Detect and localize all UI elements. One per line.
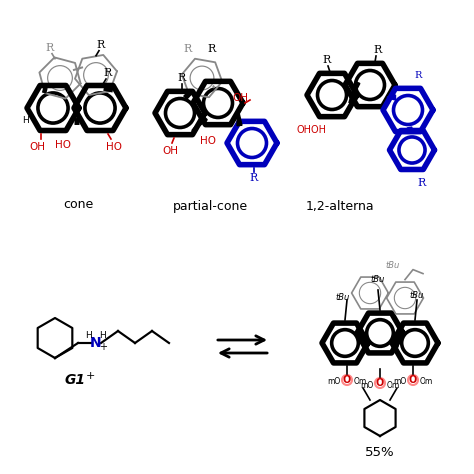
Text: tBu: tBu (371, 275, 385, 284)
Polygon shape (349, 82, 360, 103)
Text: R: R (184, 44, 192, 54)
Text: H: H (23, 116, 29, 125)
Text: +: + (99, 342, 107, 352)
Text: R: R (208, 44, 216, 54)
Text: R: R (104, 68, 112, 78)
Text: OH: OH (162, 146, 178, 156)
Text: H: H (86, 331, 92, 340)
Polygon shape (388, 95, 395, 100)
Text: O: O (376, 378, 384, 388)
Text: R: R (178, 73, 186, 83)
Text: R: R (414, 71, 422, 80)
Polygon shape (192, 116, 207, 131)
Text: 55%: 55% (365, 446, 395, 459)
Text: N: N (90, 336, 102, 350)
Text: tBu: tBu (336, 293, 350, 302)
Text: OH: OH (29, 142, 45, 152)
Text: H: H (100, 331, 106, 340)
Text: R: R (418, 179, 426, 189)
Text: R: R (374, 45, 382, 55)
Polygon shape (237, 110, 242, 126)
Text: HO: HO (200, 136, 216, 146)
Polygon shape (407, 127, 412, 133)
Text: R: R (97, 40, 105, 50)
Text: Om: Om (419, 377, 433, 386)
Text: R: R (250, 173, 258, 183)
Text: tBu: tBu (386, 262, 400, 271)
Text: mO: mO (360, 381, 374, 390)
Polygon shape (358, 336, 365, 346)
Text: R: R (46, 43, 54, 53)
Text: G1: G1 (64, 373, 85, 387)
Text: tBu: tBu (410, 292, 424, 301)
Text: OHOH: OHOH (297, 125, 327, 135)
Text: 1,2-alterna: 1,2-alterna (306, 200, 374, 213)
Polygon shape (393, 336, 400, 347)
Text: HO: HO (55, 140, 71, 150)
Text: mO: mO (393, 377, 407, 386)
Text: cone: cone (63, 198, 93, 211)
Text: HO: HO (106, 142, 122, 152)
Text: OH: OH (232, 93, 248, 103)
Text: O: O (409, 375, 417, 385)
Text: mO: mO (328, 377, 341, 386)
Text: +: + (85, 371, 95, 381)
Text: Om: Om (386, 381, 400, 390)
Text: Om: Om (354, 377, 366, 386)
Text: R: R (323, 55, 331, 65)
Text: partial-cone: partial-cone (173, 200, 247, 213)
Text: O: O (343, 375, 351, 385)
